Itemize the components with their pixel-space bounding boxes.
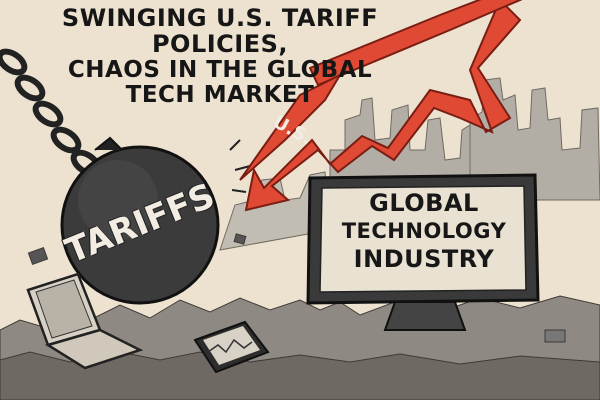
chain-icon xyxy=(0,48,102,177)
smartphone-icon xyxy=(193,320,270,374)
headline-line-2: CHAOS IN THE GLOBAL xyxy=(67,56,373,83)
laptop-icon xyxy=(26,272,144,370)
monitor-screen-text: GLOBAL TECHNOLOGY INDUSTRY xyxy=(320,188,528,274)
wrecking-ball-icon xyxy=(60,136,220,305)
monitor-icon xyxy=(306,173,540,331)
headline-line-1: SWINGING U.S. TARIFF POLICIES, xyxy=(61,4,379,58)
monitor-line-3: INDUSTRY xyxy=(353,245,495,274)
headline: SWINGING U.S. TARIFF POLICIES, CHAOS IN … xyxy=(0,4,440,108)
monitor-line-2: TECHNOLOGY xyxy=(341,219,507,243)
headline-line-3: TECH MARKET xyxy=(125,81,315,108)
monitor-line-1: GLOBAL xyxy=(369,189,479,217)
downward-arrow-icon xyxy=(239,0,523,212)
impact-lines xyxy=(229,139,251,193)
